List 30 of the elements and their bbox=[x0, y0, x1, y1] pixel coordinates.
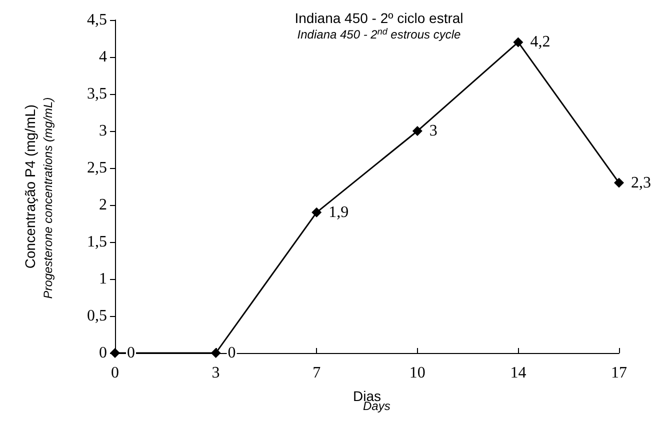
y-tick-label: 2,5 bbox=[87, 160, 107, 176]
y-tick-label: 0,5 bbox=[87, 308, 107, 324]
y-tick-label: 1,5 bbox=[87, 234, 107, 250]
y-tick-label: 2 bbox=[99, 196, 107, 214]
x-tick-label: 14 bbox=[510, 364, 526, 382]
point bbox=[614, 178, 624, 188]
point bbox=[513, 37, 524, 48]
data-label: 0 bbox=[127, 344, 135, 362]
y-tick-label: 1 bbox=[99, 270, 107, 288]
y-tick-label: 4,5 bbox=[87, 12, 107, 28]
y-tick-label: 0 bbox=[99, 344, 107, 362]
y-tick-label: 4 bbox=[99, 48, 107, 66]
data-label: 4,2 bbox=[530, 34, 550, 51]
x-tick-label: 17 bbox=[611, 364, 627, 382]
chart-title: Indiana 450 - 2º ciclo estral bbox=[294, 10, 464, 26]
x-tick-label: 0 bbox=[111, 364, 119, 382]
data-label: 1,9 bbox=[328, 204, 349, 221]
x-tick-label: 10 bbox=[409, 364, 426, 382]
point bbox=[312, 207, 322, 218]
data-label: 0 bbox=[228, 344, 236, 362]
data-label: 3 bbox=[429, 122, 438, 140]
y-tick-label: 3,5 bbox=[87, 86, 107, 102]
data-label: 2,3 bbox=[631, 174, 651, 192]
y-axis-title: Concentração P4 (mg/mL) bbox=[22, 104, 38, 269]
y-tick-label: 3 bbox=[99, 122, 107, 140]
x-tick-label: 3 bbox=[212, 364, 220, 382]
x-tick-label: 7 bbox=[312, 364, 321, 382]
point bbox=[412, 126, 422, 136]
text: Progesterone concentrations (mg/mL) bbox=[41, 97, 55, 299]
point bbox=[210, 348, 221, 358]
